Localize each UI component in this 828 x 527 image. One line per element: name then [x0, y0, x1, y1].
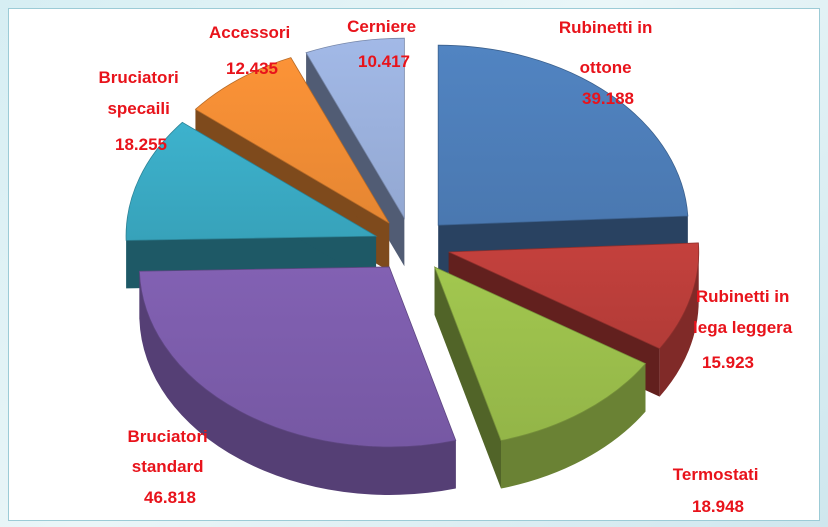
slice-labels: Rubinetti in ottone 39.188 Rubinetti in … [98, 17, 797, 516]
slice-label-bruciatori-standard: Bruciatori standard 46.818 [127, 427, 212, 507]
slice-label-rubinetti-lega: Rubinetti in lega leggera 15.923 [693, 287, 797, 372]
slice-accessori [194, 57, 390, 224]
slice-termostati [433, 266, 647, 441]
slice-side-termostati-0 [501, 363, 646, 489]
slice-bruciatori-specaili [125, 121, 378, 241]
slice-label-rubinetti-ottone: Rubinetti in ottone 39.188 [559, 18, 657, 108]
slice-label-cerniere: Cerniere 10.417 [347, 17, 421, 71]
slice-rubinetti-in-ottone [437, 44, 689, 226]
slice-label-bruciatori-specaili: Bruciatori specaili 18.255 [98, 68, 183, 154]
slice-cerniere [305, 37, 405, 220]
slice-rubinetti-in-lega-leggera [448, 242, 700, 350]
slice-label-termostati: Termostati 18.948 [673, 465, 763, 516]
slice-tops [125, 37, 700, 448]
slice-bruciatori-standard [138, 266, 457, 448]
slice-side-bruciatori-standard-0 [139, 271, 456, 495]
slice-label-accessori: Accessori 12.435 [209, 23, 295, 78]
slice-wall-termostati-1 [434, 267, 502, 489]
slice-side-rubinetti-in-lega-leggera-0 [659, 251, 699, 397]
